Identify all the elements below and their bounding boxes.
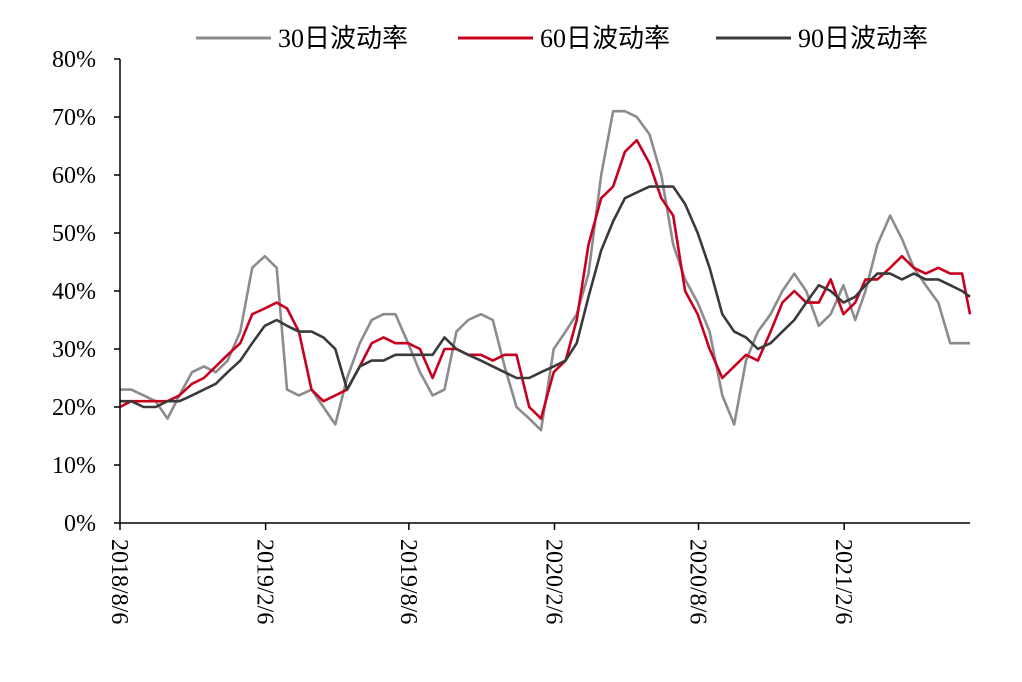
y-tick-label: 10% xyxy=(52,453,96,479)
axes xyxy=(114,58,970,530)
y-tick-label: 30% xyxy=(52,337,96,363)
y-axis-labels: 0% 10% 20% 30% 40% 50% 60% 70% 80% xyxy=(52,47,96,537)
x-tick-label: 2020/2/6 xyxy=(540,539,566,624)
legend: 30日波动率 60日波动率 90日波动率 xyxy=(196,24,928,53)
legend-label-3: 90日波动率 xyxy=(798,24,928,53)
series-line-2 xyxy=(119,138,972,420)
x-axis-labels: 2018/8/6 2019/2/6 2019/8/6 2020/2/6 2020/8/6… xyxy=(106,539,856,624)
y-tick-label: 70% xyxy=(52,105,96,131)
legend-label-1: 30日波动率 xyxy=(278,24,408,53)
y-tick-label: 40% xyxy=(52,279,96,305)
x-tick-label: 2020/8/6 xyxy=(685,539,711,624)
series-line-3 xyxy=(120,185,971,409)
y-tick-label: 80% xyxy=(52,47,96,73)
series-line-1 xyxy=(120,109,970,432)
y-tick-label: 20% xyxy=(52,395,96,421)
y-tick-label: 60% xyxy=(52,163,96,189)
x-tick-label: 2019/8/6 xyxy=(395,539,421,624)
x-tick-label: 2021/2/6 xyxy=(830,539,856,624)
x-tick-label: 2019/2/6 xyxy=(252,539,278,624)
legend-label-2: 60日波动率 xyxy=(540,24,670,53)
y-tick-label: 50% xyxy=(52,221,96,247)
series-lines xyxy=(119,109,972,432)
x-tick-label: 2018/8/6 xyxy=(106,539,132,624)
y-tick-label: 0% xyxy=(64,511,96,537)
